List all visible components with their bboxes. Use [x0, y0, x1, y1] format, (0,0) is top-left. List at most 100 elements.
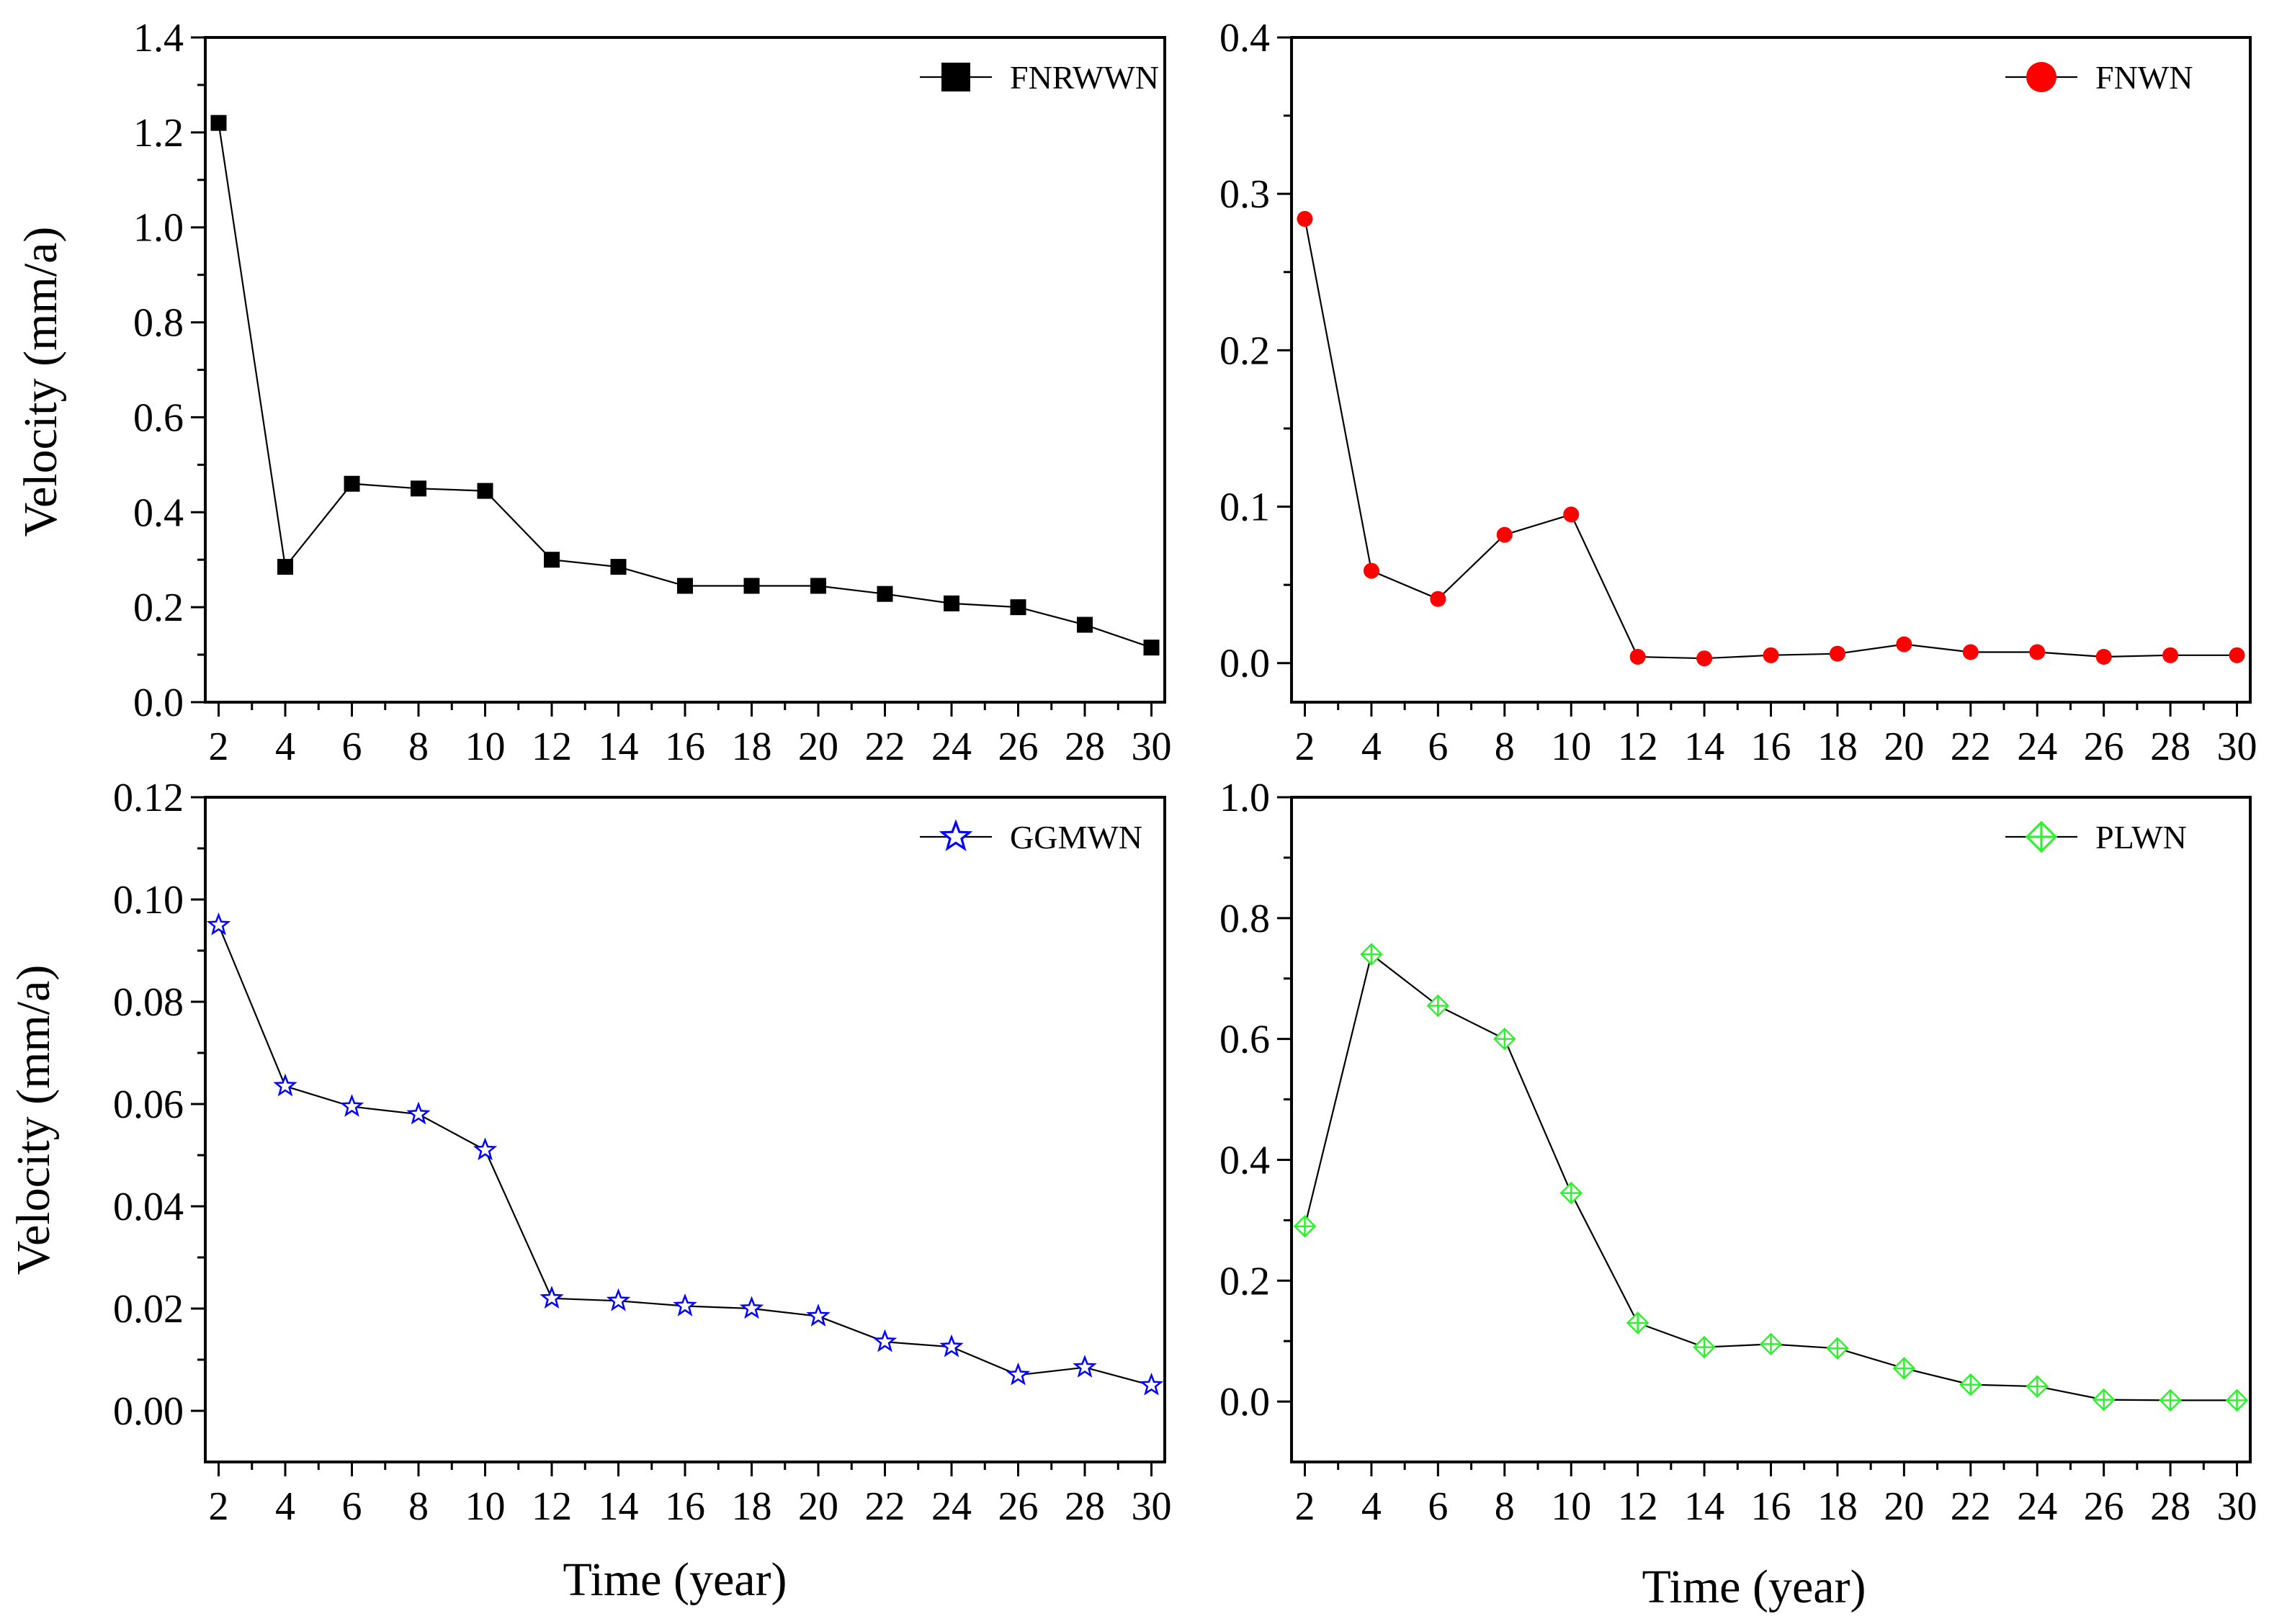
y-tick-label: 0.4: [1219, 16, 1270, 60]
data-point: [743, 578, 760, 594]
x-tick-label: 2: [1294, 724, 1315, 769]
data-point: [1426, 994, 1450, 1018]
chart-panel-top-left: 2 4 6 8 10 12 14 16 18 20 22 24 26 28 300.00.20.40.60.…: [133, 16, 1172, 769]
x-tick-label: 20: [1884, 1484, 1924, 1529]
x-tick-label: 28: [1065, 724, 1105, 769]
x-tick-label: 2: [209, 1484, 229, 1529]
data-point: [339, 1094, 364, 1117]
data-point: [1363, 562, 1379, 579]
x-tick-label: 22: [1951, 1484, 1991, 1529]
data-point: [1626, 1311, 1650, 1334]
x-tick-label: 28: [2150, 1484, 2190, 1529]
x-tick-label: 30: [1132, 724, 1172, 769]
x-tick-label: 12: [1618, 1484, 1658, 1529]
y-tick-label: 1.4: [133, 16, 184, 60]
x-tick-label: 20: [1884, 724, 1924, 769]
y-tick-label: 0.10: [113, 878, 184, 923]
x-tick-label: 28: [1065, 1484, 1105, 1529]
data-point: [806, 1304, 831, 1327]
y-tick-label: 0.0: [1219, 1380, 1270, 1425]
x-tick-label: 18: [732, 1484, 772, 1529]
data-point: [477, 483, 493, 499]
x-tick-label: 20: [798, 724, 838, 769]
x-tick-label: 24: [931, 1484, 972, 1529]
data-point: [1430, 591, 1446, 607]
x-tick-label: 4: [275, 724, 295, 769]
x-tick-label: 30: [1132, 1484, 1172, 1529]
x-tick-label: 20: [798, 1484, 838, 1529]
y-tick-label: 0.08: [113, 980, 184, 1025]
data-point: [411, 480, 426, 497]
x-tick-label: 22: [865, 1484, 905, 1529]
data-point: [677, 578, 693, 594]
y-tick-label: 0.2: [1219, 1259, 1270, 1304]
y-tick-label: 0.0: [1219, 642, 1270, 686]
x-tick-label: 18: [1817, 724, 1858, 769]
x-tick-label: 12: [1618, 724, 1658, 769]
x-tick-label: 14: [599, 724, 639, 769]
data-point: [610, 559, 627, 575]
series-line-fnrwwn: [218, 122, 1152, 649]
chart-panel-bottom-left: 2 4 6 8 10 12 14 16 18 20 22 24 26 28 300.000.020.040.…: [113, 776, 1172, 1529]
data-point: [1360, 943, 1383, 966]
data-point: [1759, 1332, 1783, 1356]
x-tick-label: 18: [1817, 1484, 1858, 1529]
legend-label: FNWN: [2095, 59, 2193, 96]
data-point: [1010, 599, 1026, 616]
x-tick-label: 22: [865, 724, 905, 769]
y-tick-label: 0.2: [1219, 328, 1270, 373]
data-point: [1763, 647, 1779, 663]
y-axis-title-bottom: Velocity (mm/a): [7, 965, 60, 1275]
data-point: [1139, 1372, 1164, 1396]
data-point: [2026, 1375, 2049, 1398]
x-tick-label: 28: [2150, 724, 2190, 769]
data-point: [1559, 1181, 1583, 1205]
data-point: [1896, 636, 1912, 652]
data-point: [1293, 1214, 1317, 1238]
data-point: [2092, 1388, 2116, 1412]
y-tick-label: 0.6: [1219, 1018, 1270, 1062]
data-point: [540, 1286, 564, 1309]
x-tick-label: 18: [732, 724, 772, 769]
chart-panel-top-right: 2 4 6 8 10 12 14 16 18 20 22 24 26 28 300.00.10.20.30.…: [1219, 16, 2257, 769]
data-point: [1892, 1357, 1916, 1380]
data-point: [872, 1329, 898, 1352]
data-point: [673, 1293, 697, 1316]
x-tick-label: 6: [342, 1484, 362, 1529]
y-tick-label: 0.04: [113, 1185, 184, 1229]
data-point: [206, 912, 231, 936]
x-tick-label: 16: [1751, 1484, 1791, 1529]
x-tick-label: 24: [931, 724, 972, 769]
x-tick-label: 30: [2217, 1484, 2257, 1529]
x-axis-title-left: Time (year): [563, 1553, 787, 1606]
data-point: [273, 1073, 297, 1097]
x-tick-label: 24: [2017, 1484, 2057, 1529]
series-line-fnwn: [1304, 218, 2237, 660]
data-point: [877, 586, 893, 602]
legend-label: PLWN: [2095, 819, 2187, 856]
data-point: [944, 595, 959, 611]
x-tick-label: 26: [2084, 1484, 2124, 1529]
data-point: [1563, 506, 1580, 523]
legend-label: FNRWWN: [1010, 59, 1159, 96]
data-point: [277, 559, 293, 575]
y-tick-label: 0.8: [1219, 897, 1270, 941]
x-axis-title-right: Time (year): [1642, 1561, 1866, 1613]
data-point: [210, 115, 227, 131]
data-point: [1077, 616, 1093, 633]
x-tick-label: 14: [1684, 1484, 1724, 1529]
x-tick-label: 8: [408, 724, 429, 769]
y-tick-label: 0.00: [113, 1389, 184, 1434]
x-tick-label: 14: [599, 1484, 639, 1529]
y-tick-label: 0.0: [133, 681, 184, 725]
data-point: [939, 1334, 964, 1358]
legend-label: GGMWN: [1010, 819, 1142, 856]
x-tick-label: 8: [408, 1484, 429, 1529]
data-point: [1962, 644, 1979, 660]
y-tick-label: 0.02: [113, 1287, 184, 1332]
x-tick-label: 16: [665, 1484, 705, 1529]
data-point: [1496, 526, 1513, 543]
y-tick-label: 0.1: [1219, 485, 1270, 530]
y-tick-label: 1.0: [1219, 776, 1270, 820]
